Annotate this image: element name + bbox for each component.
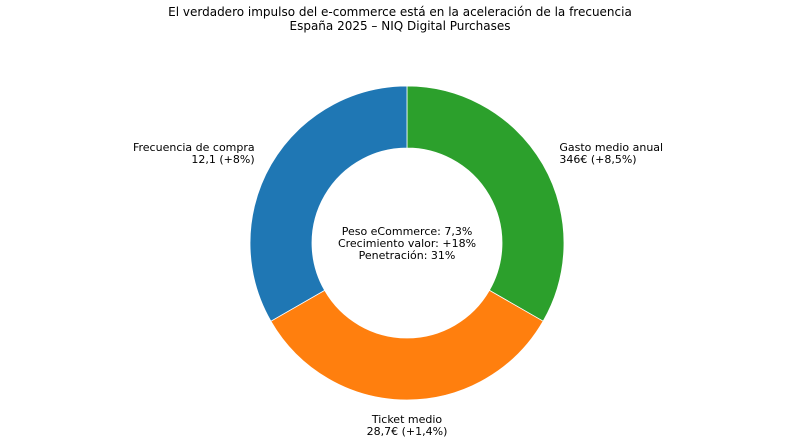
- chart-subtitle: España 2025 – NIQ Digital Purchases: [289, 19, 511, 33]
- slice-label-value: 12,1 (+8%): [191, 153, 254, 166]
- slice-label-value: 28,7€ (+1,4%): [367, 425, 448, 438]
- chart-title: El verdadero impulso del e-commerce está…: [168, 5, 632, 19]
- donut-slice-0: [406, 85, 565, 322]
- slice-label-name: Gasto medio anual: [559, 141, 663, 154]
- slice-label-2: Frecuencia de compra 12,1 (+8%): [133, 141, 255, 166]
- slice-label-name: Frecuencia de compra: [133, 141, 255, 154]
- slice-label-0: Gasto medio anual 346€ (+8,5%): [559, 141, 663, 166]
- center-text-line: Peso eCommerce: 7,3%: [342, 225, 473, 238]
- slice-label-value: 346€ (+8,5%): [559, 153, 636, 166]
- center-text-line: Penetración: 31%: [359, 249, 456, 262]
- center-text-line: Crecimiento valor: +18%: [338, 237, 476, 250]
- donut-slice-1: [270, 289, 544, 401]
- donut-slice-2: [249, 85, 408, 322]
- slice-label-1: Ticket medio 28,7€ (+1,4%): [367, 413, 448, 438]
- slice-label-name: Ticket medio: [371, 413, 443, 426]
